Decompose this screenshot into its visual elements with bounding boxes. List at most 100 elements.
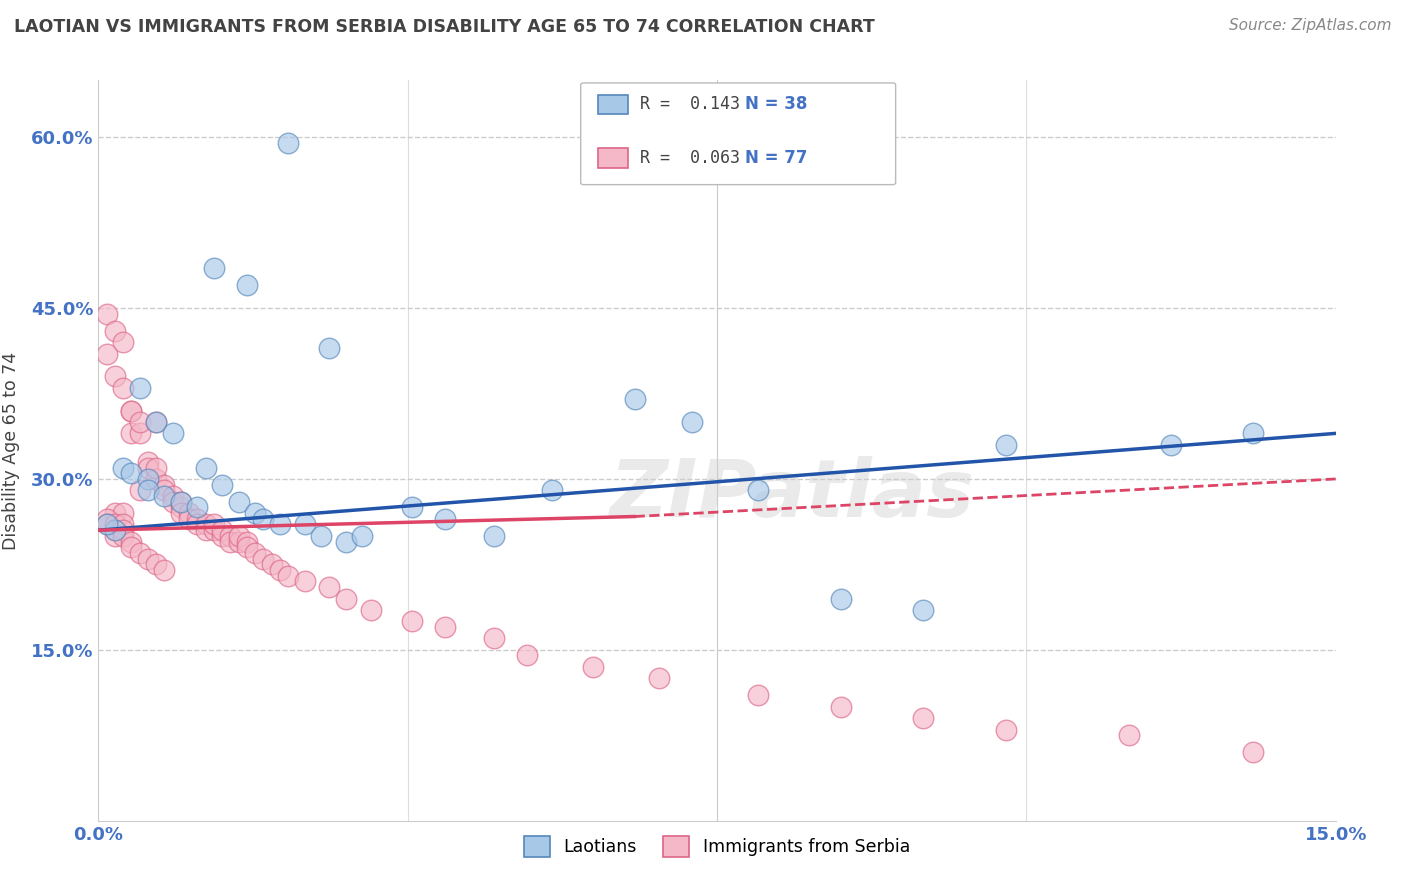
Point (211, 523, 233, 537)
Point (243, 506, 266, 520)
Point (162, 426, 184, 441)
Point (202, 261, 225, 276)
Point (401, 615, 423, 629)
Point (194, 517, 217, 532)
Point (1160, 438, 1182, 452)
Point (104, 529, 127, 543)
Point (104, 523, 127, 537)
Point (269, 517, 291, 532)
Point (112, 506, 135, 520)
Point (179, 506, 201, 520)
Point (104, 517, 127, 532)
Text: R =  0.143: R = 0.143 (640, 95, 740, 113)
Point (228, 534, 250, 549)
Point (830, 699, 852, 714)
Text: Source: ZipAtlas.com: Source: ZipAtlas.com (1229, 18, 1392, 33)
Point (145, 460, 167, 475)
Point (145, 558, 167, 572)
Point (153, 563, 176, 577)
Point (104, 506, 127, 520)
Point (219, 529, 242, 543)
Point (912, 603, 935, 617)
Point (120, 403, 142, 417)
Point (681, 415, 703, 429)
Point (120, 534, 142, 549)
Point (128, 415, 150, 429)
Point (211, 477, 233, 491)
Point (318, 341, 340, 355)
Point (112, 523, 135, 537)
Point (1241, 745, 1264, 759)
Point (202, 517, 225, 532)
Point (360, 603, 382, 617)
Point (96, 517, 118, 532)
Point (309, 529, 332, 543)
Point (112, 460, 135, 475)
Point (145, 472, 167, 486)
Point (228, 529, 250, 543)
Point (145, 415, 167, 429)
Point (648, 671, 671, 685)
Point (1118, 728, 1140, 742)
Point (211, 529, 233, 543)
Point (219, 534, 242, 549)
Point (335, 591, 357, 606)
Point (120, 467, 142, 481)
Point (1241, 426, 1264, 441)
Point (260, 558, 283, 572)
Point (136, 483, 159, 498)
Point (170, 494, 193, 508)
Point (128, 483, 150, 498)
Point (516, 648, 538, 663)
Point (277, 568, 299, 582)
Point (252, 512, 274, 526)
Point (994, 438, 1017, 452)
Point (120, 403, 142, 417)
Point (186, 500, 208, 515)
Point (162, 489, 184, 503)
Point (401, 500, 423, 515)
Point (236, 278, 259, 293)
Point (186, 517, 208, 532)
Point (294, 574, 316, 589)
Point (433, 512, 456, 526)
Point (96, 512, 118, 526)
Point (541, 483, 564, 498)
Point (128, 546, 150, 560)
Point (153, 483, 176, 498)
Point (830, 591, 852, 606)
Legend: Laotians, Immigrants from Serbia: Laotians, Immigrants from Serbia (517, 829, 917, 863)
Point (318, 580, 340, 594)
Point (153, 489, 176, 503)
Point (484, 529, 506, 543)
Point (186, 512, 208, 526)
Point (112, 381, 135, 395)
Point (194, 460, 217, 475)
Point (236, 541, 259, 555)
Point (104, 324, 127, 338)
Point (202, 523, 225, 537)
Point (96, 517, 118, 532)
Point (170, 500, 193, 515)
Point (236, 534, 259, 549)
Point (294, 517, 316, 532)
Point (112, 517, 135, 532)
Point (145, 415, 167, 429)
Point (112, 335, 135, 350)
Text: ZIPatlas: ZIPatlas (609, 456, 974, 534)
Point (623, 392, 645, 407)
Point (484, 632, 506, 646)
Point (747, 483, 769, 498)
Point (96, 307, 118, 321)
Point (252, 551, 274, 566)
Point (112, 529, 135, 543)
Point (994, 723, 1017, 737)
Point (153, 477, 176, 491)
Point (912, 711, 935, 725)
Point (194, 523, 217, 537)
Point (120, 426, 142, 441)
Point (582, 660, 605, 674)
Point (136, 455, 159, 469)
Point (136, 472, 159, 486)
Point (269, 563, 291, 577)
